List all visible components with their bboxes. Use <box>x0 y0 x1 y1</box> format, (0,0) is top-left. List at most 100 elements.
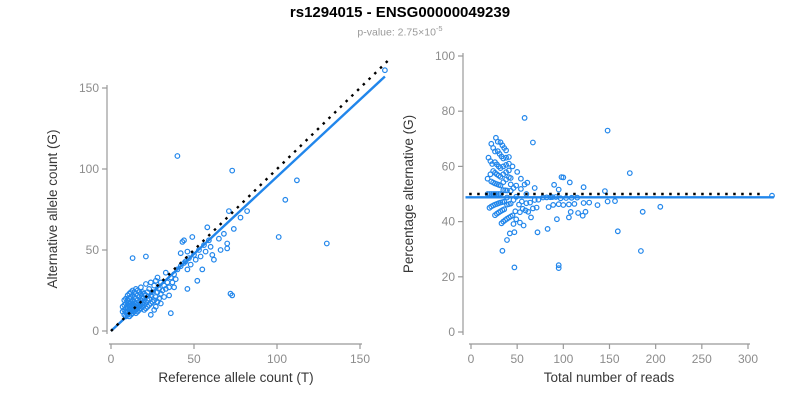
scatter-point <box>187 261 194 268</box>
scatter-point <box>169 279 176 286</box>
y-tick-label: 100 <box>435 49 455 63</box>
scatter-point <box>507 175 514 181</box>
scatter-point <box>220 230 227 237</box>
scatter-point <box>511 229 518 236</box>
scatter-point <box>504 237 510 243</box>
scatter-point <box>174 153 181 159</box>
scatter-point <box>500 179 507 186</box>
page-title: rs1294015 - ENSG00000049239 <box>289 4 511 21</box>
scatter-point <box>612 198 618 205</box>
scatter-point <box>509 163 516 170</box>
x-tick-label: 150 <box>350 352 370 366</box>
scatter-point <box>513 182 520 189</box>
y-tick-label: 40 <box>442 215 456 229</box>
scatter-point <box>506 160 512 167</box>
scatter-point <box>530 139 536 146</box>
x-tick-label: 100 <box>553 352 573 366</box>
scatter-point <box>207 243 214 250</box>
left-y-axis-title: Alternative allele count (G) <box>45 129 60 288</box>
scatter-point <box>156 295 163 302</box>
scatter-point <box>151 282 158 289</box>
scatter-point <box>182 258 189 265</box>
scatter-point <box>224 240 231 247</box>
scatter-point <box>204 224 211 231</box>
scatter-point <box>229 292 236 299</box>
scatter-point <box>142 253 149 260</box>
scatter-point <box>582 208 589 215</box>
scatter-point <box>503 154 510 161</box>
x-tick-label: 250 <box>692 352 712 366</box>
scatter-point <box>166 292 173 299</box>
y-tick-label: 100 <box>79 162 99 176</box>
scatter-point <box>510 221 517 227</box>
fit-line <box>110 75 386 332</box>
scatter-point <box>209 251 216 258</box>
scatter-point <box>184 286 191 292</box>
right-x-axis-title: Total number of reads <box>544 370 675 385</box>
scatter-point <box>177 250 184 257</box>
scatter-point <box>171 284 178 291</box>
scatter-point <box>126 303 133 310</box>
scatter-point <box>225 208 232 215</box>
scatter-point <box>179 238 186 245</box>
y-tick-label: 20 <box>442 270 456 284</box>
scatter-point <box>210 256 217 263</box>
scatter-point <box>199 266 206 273</box>
scatter-point <box>184 266 191 273</box>
scatter-point <box>527 199 533 206</box>
scatter-point <box>323 240 330 247</box>
scatter-point <box>229 167 236 174</box>
p-value-subtitle: p-value: 2.75×10-5 <box>0 24 800 39</box>
scatter-point <box>197 253 204 260</box>
scatter-point <box>500 155 507 162</box>
scatter-point <box>580 200 587 206</box>
scatter-point <box>275 234 282 240</box>
scatter-point <box>517 219 523 226</box>
y-tick-label: 0 <box>92 324 99 338</box>
scatter-point <box>147 279 154 286</box>
scatter-point <box>224 245 231 252</box>
x-tick-label: 50 <box>510 352 524 366</box>
scatter-point <box>129 255 136 262</box>
scatter-point <box>530 205 536 212</box>
scatter-point <box>147 311 154 318</box>
scatter-point <box>524 179 531 186</box>
scatter-point <box>638 248 644 254</box>
scatter-point <box>499 247 506 254</box>
scatter-point <box>282 196 289 203</box>
scatter-point <box>579 212 586 219</box>
scatter-point <box>555 262 562 269</box>
scatter-point <box>528 214 534 221</box>
x-tick-label: 50 <box>187 352 201 366</box>
scatter-point <box>506 154 512 160</box>
scatter-point <box>518 185 524 192</box>
scatter-point <box>152 303 159 310</box>
scatter-point <box>602 188 608 195</box>
scatter-point <box>137 284 144 291</box>
scatter-point <box>604 127 611 134</box>
scatter-point <box>507 181 514 188</box>
scatter-point <box>494 138 501 145</box>
scatter-point <box>554 216 560 223</box>
scatter-point <box>500 163 507 170</box>
scatter-point <box>154 274 161 281</box>
x-tick-label: 0 <box>468 352 475 366</box>
scatter-point <box>512 208 519 215</box>
scatter-point <box>497 182 504 189</box>
scatter-point <box>521 114 528 121</box>
scatter-point <box>551 181 557 188</box>
scatter-point <box>509 212 516 219</box>
scatter-point <box>544 225 551 232</box>
scatter-point <box>550 201 557 208</box>
scatter-point <box>184 248 191 255</box>
scatter-point <box>566 201 572 208</box>
scatter-point <box>545 204 552 211</box>
y-tick-label: 80 <box>442 104 456 118</box>
p-value-exponent: -5 <box>435 24 443 33</box>
scatter-point <box>555 265 562 272</box>
scatter-point <box>504 187 510 194</box>
scatter-point <box>513 216 520 223</box>
scatter-point <box>382 67 388 74</box>
